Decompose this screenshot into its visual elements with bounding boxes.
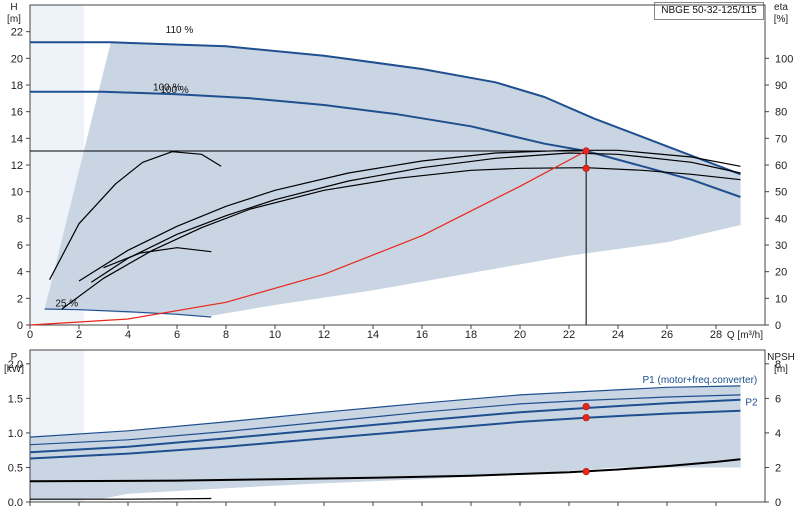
x-tick-label: 16 [416,329,428,341]
legend-entry: P1 (motor+freq.converter) [643,375,758,386]
x-tick-label: 24 [612,329,624,341]
panel-0 [26,4,769,329]
y-tick-label: 14 [11,133,23,145]
series-line [30,497,212,500]
y2-tick-label: 0 [775,497,781,509]
x-tick-label: 18 [465,329,477,341]
y2-axis-unit: [%] [774,14,789,25]
x-tick-label: 28 [710,329,722,341]
duty-point [582,164,590,172]
series-line [29,409,741,460]
duty-point [582,414,590,422]
y-tick-label: 10 [11,187,23,199]
series-line [61,167,741,310]
y2-tick-label: 4 [775,428,781,440]
x-tick-label: 10 [269,329,281,341]
curve-label: 100 % [153,82,181,93]
x-tick-label: 26 [661,329,673,341]
y-tick-label: 18 [11,80,23,92]
operating-envelope [30,385,741,500]
duty-point [582,468,590,476]
chart-title: NBGE 50-32-125/115 [654,2,764,20]
y2-tick-label: 50 [775,187,787,199]
legend-entry: P2 [745,397,758,408]
y2-axis-label: NPSH [767,352,795,363]
y2-tick-label: 30 [775,240,787,252]
y-tick-label: 4 [17,267,23,279]
series-line [90,152,741,283]
plot-frame [29,349,766,503]
y2-tick-label: 40 [775,213,787,225]
y-tick-label: 0.5 [8,462,23,474]
y-tick-label: 12 [11,160,23,172]
y2-tick-label: 2 [775,462,781,474]
x-axis-label: Q [m³/h] [727,330,763,341]
series-line [49,151,222,280]
y2-tick-label: 60 [775,160,787,172]
y-tick-label: 0 [17,320,23,332]
y-axis-unit: [m] [7,14,21,25]
y2-tick-label: 100 [775,53,793,65]
series-line [29,150,587,326]
series-line [30,41,741,176]
y-tick-label: 1.5 [8,393,23,405]
series-line [30,90,741,198]
series-line [29,394,741,446]
y2-tick-label: 80 [775,107,787,119]
y2-tick-label: 8 [775,359,781,371]
y2-tick-label: 6 [775,393,781,405]
series-line [29,398,741,454]
y-tick-label: 2 [17,293,23,305]
y-tick-label: 6 [17,240,23,252]
y2-tick-label: 90 [775,80,787,92]
x-tick-label: 0 [27,329,33,341]
series-line [29,458,741,483]
y-tick-label: 8 [17,213,23,225]
series-line [78,149,741,282]
x-tick-label: 8 [223,329,229,341]
y2-axis-unit: [m] [774,364,788,375]
x-tick-label: 22 [563,329,575,341]
y2-tick-label: 20 [775,267,787,279]
y-tick-label: 2.0 [8,359,23,371]
curve-label: 100 % [160,85,188,96]
y-axis-unit: [kW] [4,364,24,375]
duty-point [582,403,590,411]
x-tick-label: 6 [174,329,180,341]
x-tick-label: 14 [367,329,379,341]
curve-label: 110 % [166,25,194,36]
y2-tick-label: 0 [775,320,781,332]
duty-point [582,147,590,155]
panel-1 [26,349,769,506]
y-axis-label: H [10,2,17,13]
y2-tick-label: 70 [775,133,787,145]
y-tick-label: 22 [11,27,23,39]
y-axis-label: P [11,352,18,363]
y2-axis-label: eta [774,2,788,13]
curve-label: 25 % [55,298,78,309]
x-tick-label: 20 [514,329,526,341]
x-tick-label: 4 [125,329,131,341]
series-line [103,247,212,269]
y-tick-label: 20 [11,53,23,65]
y2-tick-label: 10 [775,293,787,305]
series-line [29,385,741,438]
x-tick-label: 12 [318,329,330,341]
y-tick-label: 1.0 [8,428,23,440]
y-tick-label: 16 [11,107,23,119]
x-tick-label: 2 [76,329,82,341]
series-line [44,308,212,318]
y-tick-label: 0.0 [8,497,23,509]
